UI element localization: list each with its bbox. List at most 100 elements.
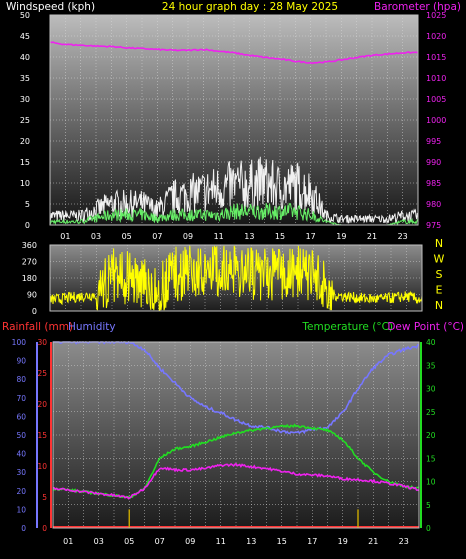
wind-x-tick-label: 07 bbox=[152, 232, 162, 241]
humidity-tick-label: 100 bbox=[12, 338, 27, 347]
temperature-x-tick-label: 11 bbox=[216, 537, 226, 546]
wind-x-tick-label: 03 bbox=[91, 232, 101, 241]
humidity-axis-ticks: 0 10 20 30 40 50 60 70 80 90 100 bbox=[12, 338, 27, 533]
barometer-line bbox=[49, 41, 419, 65]
rainfall-tick-label: 5 bbox=[42, 493, 47, 502]
compass-label: S bbox=[436, 268, 443, 281]
wind-x-tick-label: 09 bbox=[183, 232, 193, 241]
temperature-line bbox=[52, 423, 420, 500]
windspeed-tick-label: 20 bbox=[20, 137, 30, 146]
rainfall-tick-label: 10 bbox=[37, 462, 47, 471]
direction-tick-label: 0 bbox=[32, 307, 37, 316]
direction-series bbox=[49, 245, 423, 311]
temperature-axis-ticks: 0 5 10 15 20 25 30 35 40 bbox=[426, 338, 436, 533]
wind-x-tick-label: 05 bbox=[122, 232, 132, 241]
windspeed-axis-title: Windspeed (kph) bbox=[6, 1, 95, 13]
direction-tick-label: 90 bbox=[27, 291, 37, 300]
temperature-x-tick-label: 03 bbox=[94, 537, 104, 546]
temperature-x-tick-label: 23 bbox=[399, 537, 409, 546]
barometer-tick-label: 1010 bbox=[426, 74, 446, 83]
windspeed-axis-ticks: 0 5 10 15 20 25 30 35 40 45 50 bbox=[20, 11, 30, 230]
windspeed-tick-label: 25 bbox=[20, 116, 30, 125]
wind-x-tick-label: 21 bbox=[367, 232, 377, 241]
barometer-axis-title: Barometer (hpa) bbox=[374, 1, 461, 13]
temperature-tick-label: 0 bbox=[426, 524, 431, 533]
wind-x-tick-label: 11 bbox=[214, 232, 224, 241]
temperature-x-tick-label: 13 bbox=[246, 537, 256, 546]
windspeed-tick-label: 0 bbox=[25, 221, 30, 230]
barometer-tick-label: 995 bbox=[426, 137, 441, 146]
temperature-x-tick-label: 05 bbox=[124, 537, 134, 546]
barometer-axis-ticks: 975 980 985 990 995 1000 1005 1010 1015 1020 1025 bbox=[426, 11, 446, 230]
direction-tick-label: 360 bbox=[22, 241, 37, 250]
temperature-x-tick-label: 21 bbox=[368, 537, 378, 546]
wind-x-tick-label: 17 bbox=[306, 232, 316, 241]
temperature-tick-label: 5 bbox=[426, 501, 431, 510]
wind-x-tick-label: 13 bbox=[244, 232, 254, 241]
wind-x-tick-label: 01 bbox=[60, 232, 70, 241]
windspeed-tick-label: 15 bbox=[20, 158, 30, 167]
temperature-tick-label: 25 bbox=[426, 408, 436, 417]
barometer-tick-label: 1005 bbox=[426, 95, 446, 104]
temperature-x-tick-label: 09 bbox=[185, 537, 195, 546]
windspeed-tick-label: 40 bbox=[20, 53, 30, 62]
temperature-series bbox=[52, 340, 420, 528]
gust-line bbox=[49, 156, 419, 225]
barometer-tick-label: 1015 bbox=[426, 53, 446, 62]
barometer-tick-label: 990 bbox=[426, 158, 441, 167]
humidity-axis-title: Humidity bbox=[68, 321, 116, 333]
humidity-tick-label: 90 bbox=[16, 357, 26, 366]
rainfall-tick-label: 30 bbox=[37, 338, 47, 347]
temperature-x-tick-label: 17 bbox=[307, 537, 317, 546]
windspeed-tick-label: 10 bbox=[20, 179, 30, 188]
rainfall-tick-label: 20 bbox=[37, 400, 47, 409]
humidity-tick-label: 0 bbox=[21, 524, 26, 533]
dewpoint-axis-title: Dew Point (°C) bbox=[387, 321, 464, 333]
wind-x-tick-label: 23 bbox=[398, 232, 408, 241]
rainfall-tick-label: 15 bbox=[37, 431, 47, 440]
compass-label: N bbox=[435, 299, 443, 312]
humidity-tick-label: 30 bbox=[16, 468, 26, 477]
direction-axis-ticks: 0 90 180 270 360 bbox=[22, 241, 37, 316]
humidity-tick-label: 10 bbox=[16, 505, 26, 514]
humidity-tick-label: 60 bbox=[16, 412, 26, 421]
temperature-tick-label: 35 bbox=[426, 361, 436, 370]
wind-x-tick-label: 15 bbox=[275, 232, 285, 241]
temperature-tick-label: 20 bbox=[426, 431, 436, 440]
windspeed-tick-label: 5 bbox=[25, 200, 30, 209]
barometer-tick-label: 1025 bbox=[426, 11, 446, 20]
temperature-axis-title: Temperature (°C) bbox=[301, 321, 393, 333]
temperature-x-axis-ticks: 01 03 05 07 09 11 13 15 17 19 21 23 bbox=[63, 537, 409, 546]
barometer-tick-label: 1020 bbox=[426, 32, 446, 41]
humidity-tick-label: 20 bbox=[16, 487, 26, 496]
wind-x-axis-ticks: 01 03 05 07 09 11 13 15 17 19 21 23 bbox=[60, 232, 408, 241]
compass-label: W bbox=[434, 253, 445, 266]
windspeed-tick-label: 35 bbox=[20, 74, 30, 83]
dewpoint-line bbox=[52, 462, 420, 500]
wind-x-tick-label: 19 bbox=[336, 232, 346, 241]
temperature-x-tick-label: 15 bbox=[277, 537, 287, 546]
barometer-tick-label: 1000 bbox=[426, 116, 446, 125]
humidity-tick-label: 70 bbox=[16, 394, 26, 403]
windspeed-tick-label: 50 bbox=[20, 11, 30, 20]
graph-title: 24 hour graph day : 28 May 2025 bbox=[162, 1, 338, 13]
temperature-tick-label: 15 bbox=[426, 454, 436, 463]
direction-line bbox=[49, 245, 423, 311]
temperature-tick-label: 30 bbox=[426, 385, 436, 394]
humidity-tick-label: 80 bbox=[16, 375, 26, 384]
humidity-tick-label: 40 bbox=[16, 450, 26, 459]
direction-tick-label: 270 bbox=[22, 258, 37, 267]
barometer-tick-label: 980 bbox=[426, 200, 441, 209]
windspeed-tick-label: 30 bbox=[20, 95, 30, 104]
compass-label: E bbox=[436, 284, 443, 297]
humidity-line bbox=[53, 340, 420, 435]
humidity-tick-label: 50 bbox=[16, 431, 26, 440]
temperature-tick-label: 40 bbox=[426, 338, 436, 347]
windspeed-tick-label: 45 bbox=[20, 32, 30, 41]
direction-tick-label: 180 bbox=[22, 274, 37, 283]
